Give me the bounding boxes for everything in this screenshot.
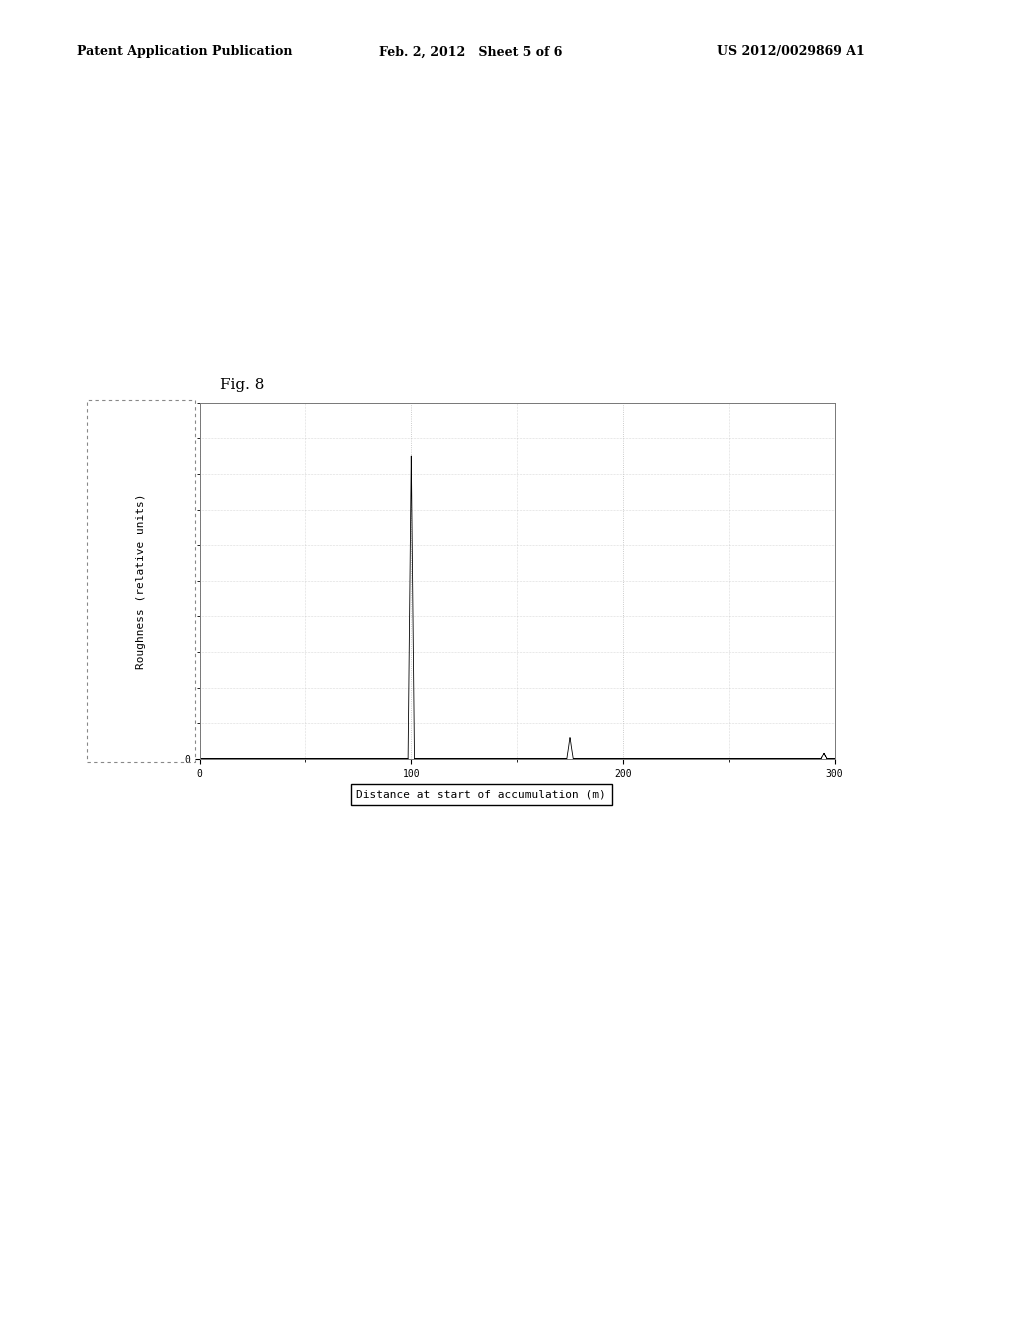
Text: Feb. 2, 2012   Sheet 5 of 6: Feb. 2, 2012 Sheet 5 of 6 — [379, 45, 562, 58]
Text: Distance at start of accumulation (m): Distance at start of accumulation (m) — [356, 789, 606, 800]
Text: Fig. 8: Fig. 8 — [220, 379, 264, 392]
Text: Roughness (relative units): Roughness (relative units) — [136, 494, 145, 668]
Text: US 2012/0029869 A1: US 2012/0029869 A1 — [717, 45, 864, 58]
Text: Patent Application Publication: Patent Application Publication — [77, 45, 292, 58]
